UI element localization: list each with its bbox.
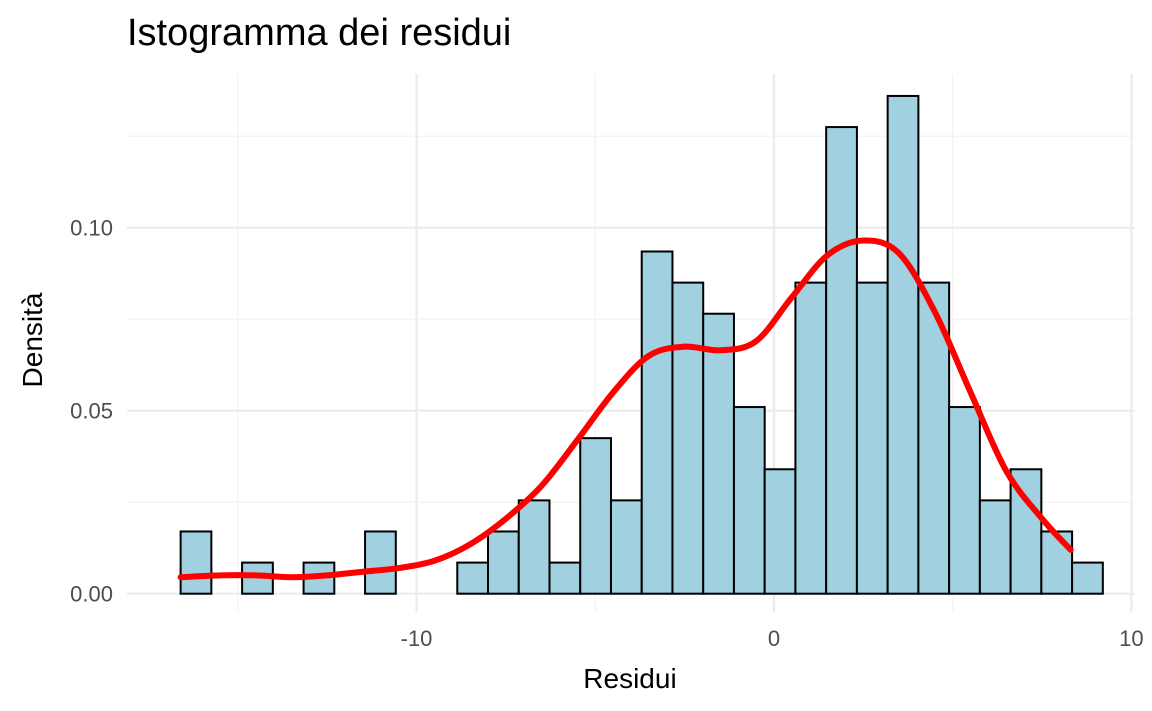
histogram-bar <box>763 468 797 595</box>
histogram-bar <box>364 530 397 595</box>
y-tick-labels: 0.00 0.05 0.10 <box>70 216 113 607</box>
histogram-bar <box>487 530 520 595</box>
density-curve <box>177 237 1074 581</box>
y-tick-label: 0.00 <box>70 582 113 607</box>
histogram-bar <box>1071 561 1104 595</box>
histogram-bar <box>855 281 889 595</box>
histogram-bar <box>978 499 1012 595</box>
x-tick-labels: -10 0 10 <box>401 626 1144 651</box>
histogram-bar <box>702 312 735 595</box>
y-tick-label: 0.05 <box>70 399 113 424</box>
density-curve-layer <box>177 237 1074 581</box>
histogram-bar <box>456 561 490 595</box>
histogram-bar <box>794 281 828 595</box>
histogram-bar <box>1040 530 1074 595</box>
x-tick-label: 10 <box>1119 626 1143 651</box>
histogram-bar <box>548 561 582 595</box>
histogram-bar <box>948 406 981 595</box>
histogram-bar <box>179 530 213 595</box>
x-axis-title: Residui <box>583 663 676 694</box>
histogram-bar <box>517 499 551 595</box>
histogram-bar <box>579 437 612 595</box>
histogram-bar <box>886 94 920 595</box>
x-tick-label: -10 <box>401 626 433 651</box>
histogram-bar <box>609 499 643 595</box>
chart-title: Istogramma dei residui <box>127 12 512 54</box>
histogram-bar <box>671 281 705 595</box>
histogram-bar <box>732 406 766 595</box>
y-tick-label: 0.10 <box>70 216 113 241</box>
histogram-bar <box>825 126 858 595</box>
y-axis-title: Densità <box>17 292 48 387</box>
histogram-bar <box>640 250 674 595</box>
histogram-bars <box>179 94 1104 595</box>
x-tick-label: 0 <box>768 626 780 651</box>
